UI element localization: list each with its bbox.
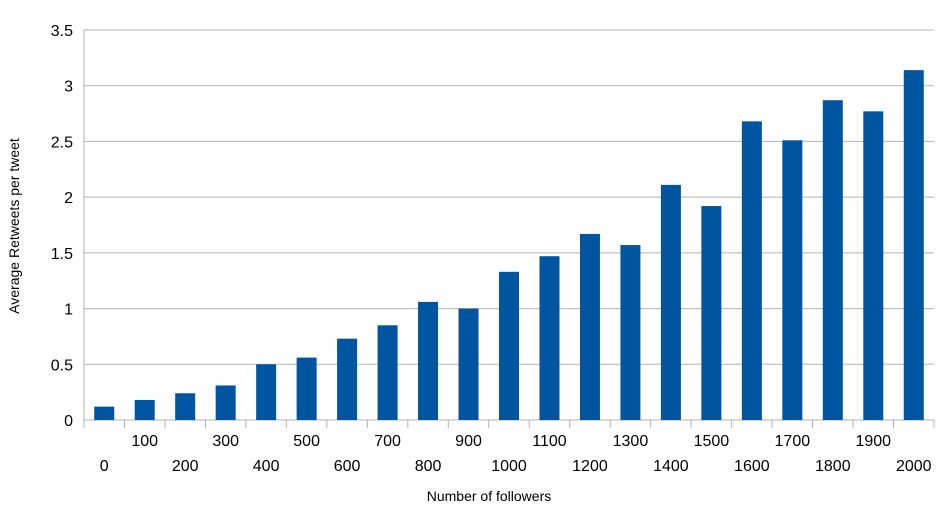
x-tick-label: 1100: [532, 433, 567, 450]
bar-900: [458, 308, 479, 420]
bar-1400: [660, 184, 681, 420]
x-tick-label: 1000: [491, 458, 527, 475]
y-axis-ticks: 0 0.5 1 1.5 2 2.5 3 3.5: [51, 23, 73, 430]
bar-300: [215, 385, 236, 420]
bar-100: [134, 399, 155, 420]
bar-600: [337, 338, 358, 420]
bar-1700: [782, 140, 803, 421]
y-tick-label: 3: [64, 79, 73, 96]
x-tick-label: 800: [415, 458, 442, 475]
y-tick-label: 2: [64, 190, 73, 207]
gridlines: [83, 29, 935, 428]
bar-2000: [903, 70, 924, 420]
y-tick-label: 2.5: [51, 134, 73, 151]
x-tick-label: 2000: [896, 458, 932, 475]
x-tick-label: 400: [253, 458, 280, 475]
x-tick-label: 1300: [613, 433, 649, 450]
bar-700: [377, 325, 398, 420]
bar-500: [296, 357, 317, 420]
bar-1500: [701, 206, 722, 420]
x-tick-label: 0: [100, 458, 109, 475]
y-tick-label: 3.5: [51, 23, 73, 40]
y-axis-title: Average Retweets per tweet: [6, 138, 22, 314]
x-tick-label: 500: [293, 433, 320, 450]
x-tick-label: 700: [374, 433, 401, 450]
bar-200: [175, 393, 196, 420]
bar-1900: [863, 111, 884, 420]
bar-1800: [822, 100, 843, 420]
x-tick-label: 1500: [694, 433, 730, 450]
x-tick-label: 1700: [775, 433, 811, 450]
x-tick-label: 300: [212, 433, 239, 450]
bar-400: [256, 364, 277, 420]
y-tick-label: 0: [64, 413, 73, 430]
bar-1600: [741, 121, 762, 420]
x-tick-label: 200: [172, 458, 199, 475]
bar-1300: [620, 245, 641, 420]
x-tick-label: 1600: [734, 458, 770, 475]
x-axis-ticks: 0 100 200 300 400 500 600 700 800 900 1000 1100 1200…: [100, 433, 932, 475]
x-tick-label: 600: [334, 458, 361, 475]
y-tick-label: 1.5: [51, 246, 73, 263]
x-tick-label: 900: [455, 433, 482, 450]
bar-0: [94, 406, 115, 420]
bar-800: [418, 301, 439, 420]
x-tick-label: 1200: [572, 458, 608, 475]
y-tick-label: 1: [64, 302, 73, 319]
bars: [94, 70, 924, 421]
bar-1100: [539, 256, 560, 420]
x-tick-label: 100: [131, 433, 158, 450]
x-tick-label: 1800: [815, 458, 851, 475]
y-tick-label: 0.5: [51, 357, 73, 374]
x-tick-label: 1400: [653, 458, 689, 475]
bar-1200: [579, 233, 600, 420]
bar-1000: [499, 271, 519, 420]
x-tick-label: 1900: [855, 433, 891, 450]
x-axis-title: Number of followers: [427, 488, 552, 504]
